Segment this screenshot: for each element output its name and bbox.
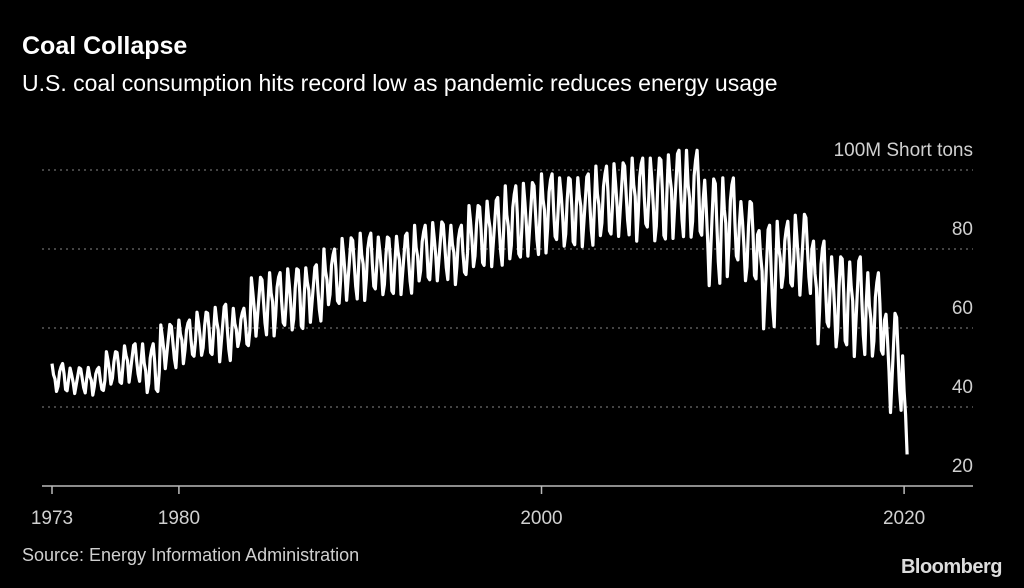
source-note: Source: Energy Information Administratio… xyxy=(22,545,360,565)
chart-title: Coal Collapse xyxy=(22,32,188,60)
x-tick-label: 2000 xyxy=(520,508,562,529)
x-tick-label: 2020 xyxy=(883,508,925,529)
coal-consumption-line xyxy=(50,148,909,455)
y-tick-label: 20 xyxy=(952,456,973,477)
y-tick-label: 60 xyxy=(952,298,973,319)
y-tick-label: 40 xyxy=(952,377,973,398)
x-tick-label: 1980 xyxy=(158,508,200,529)
y-tick-label: 80 xyxy=(952,219,973,240)
bloomberg-logo: Bloomberg xyxy=(900,556,1003,578)
x-tick-label: 1973 xyxy=(31,508,73,529)
y-axis-unit-label: 100M Short tons xyxy=(834,140,973,161)
chart-subtitle: U.S. coal consumption hits record low as… xyxy=(22,70,778,96)
